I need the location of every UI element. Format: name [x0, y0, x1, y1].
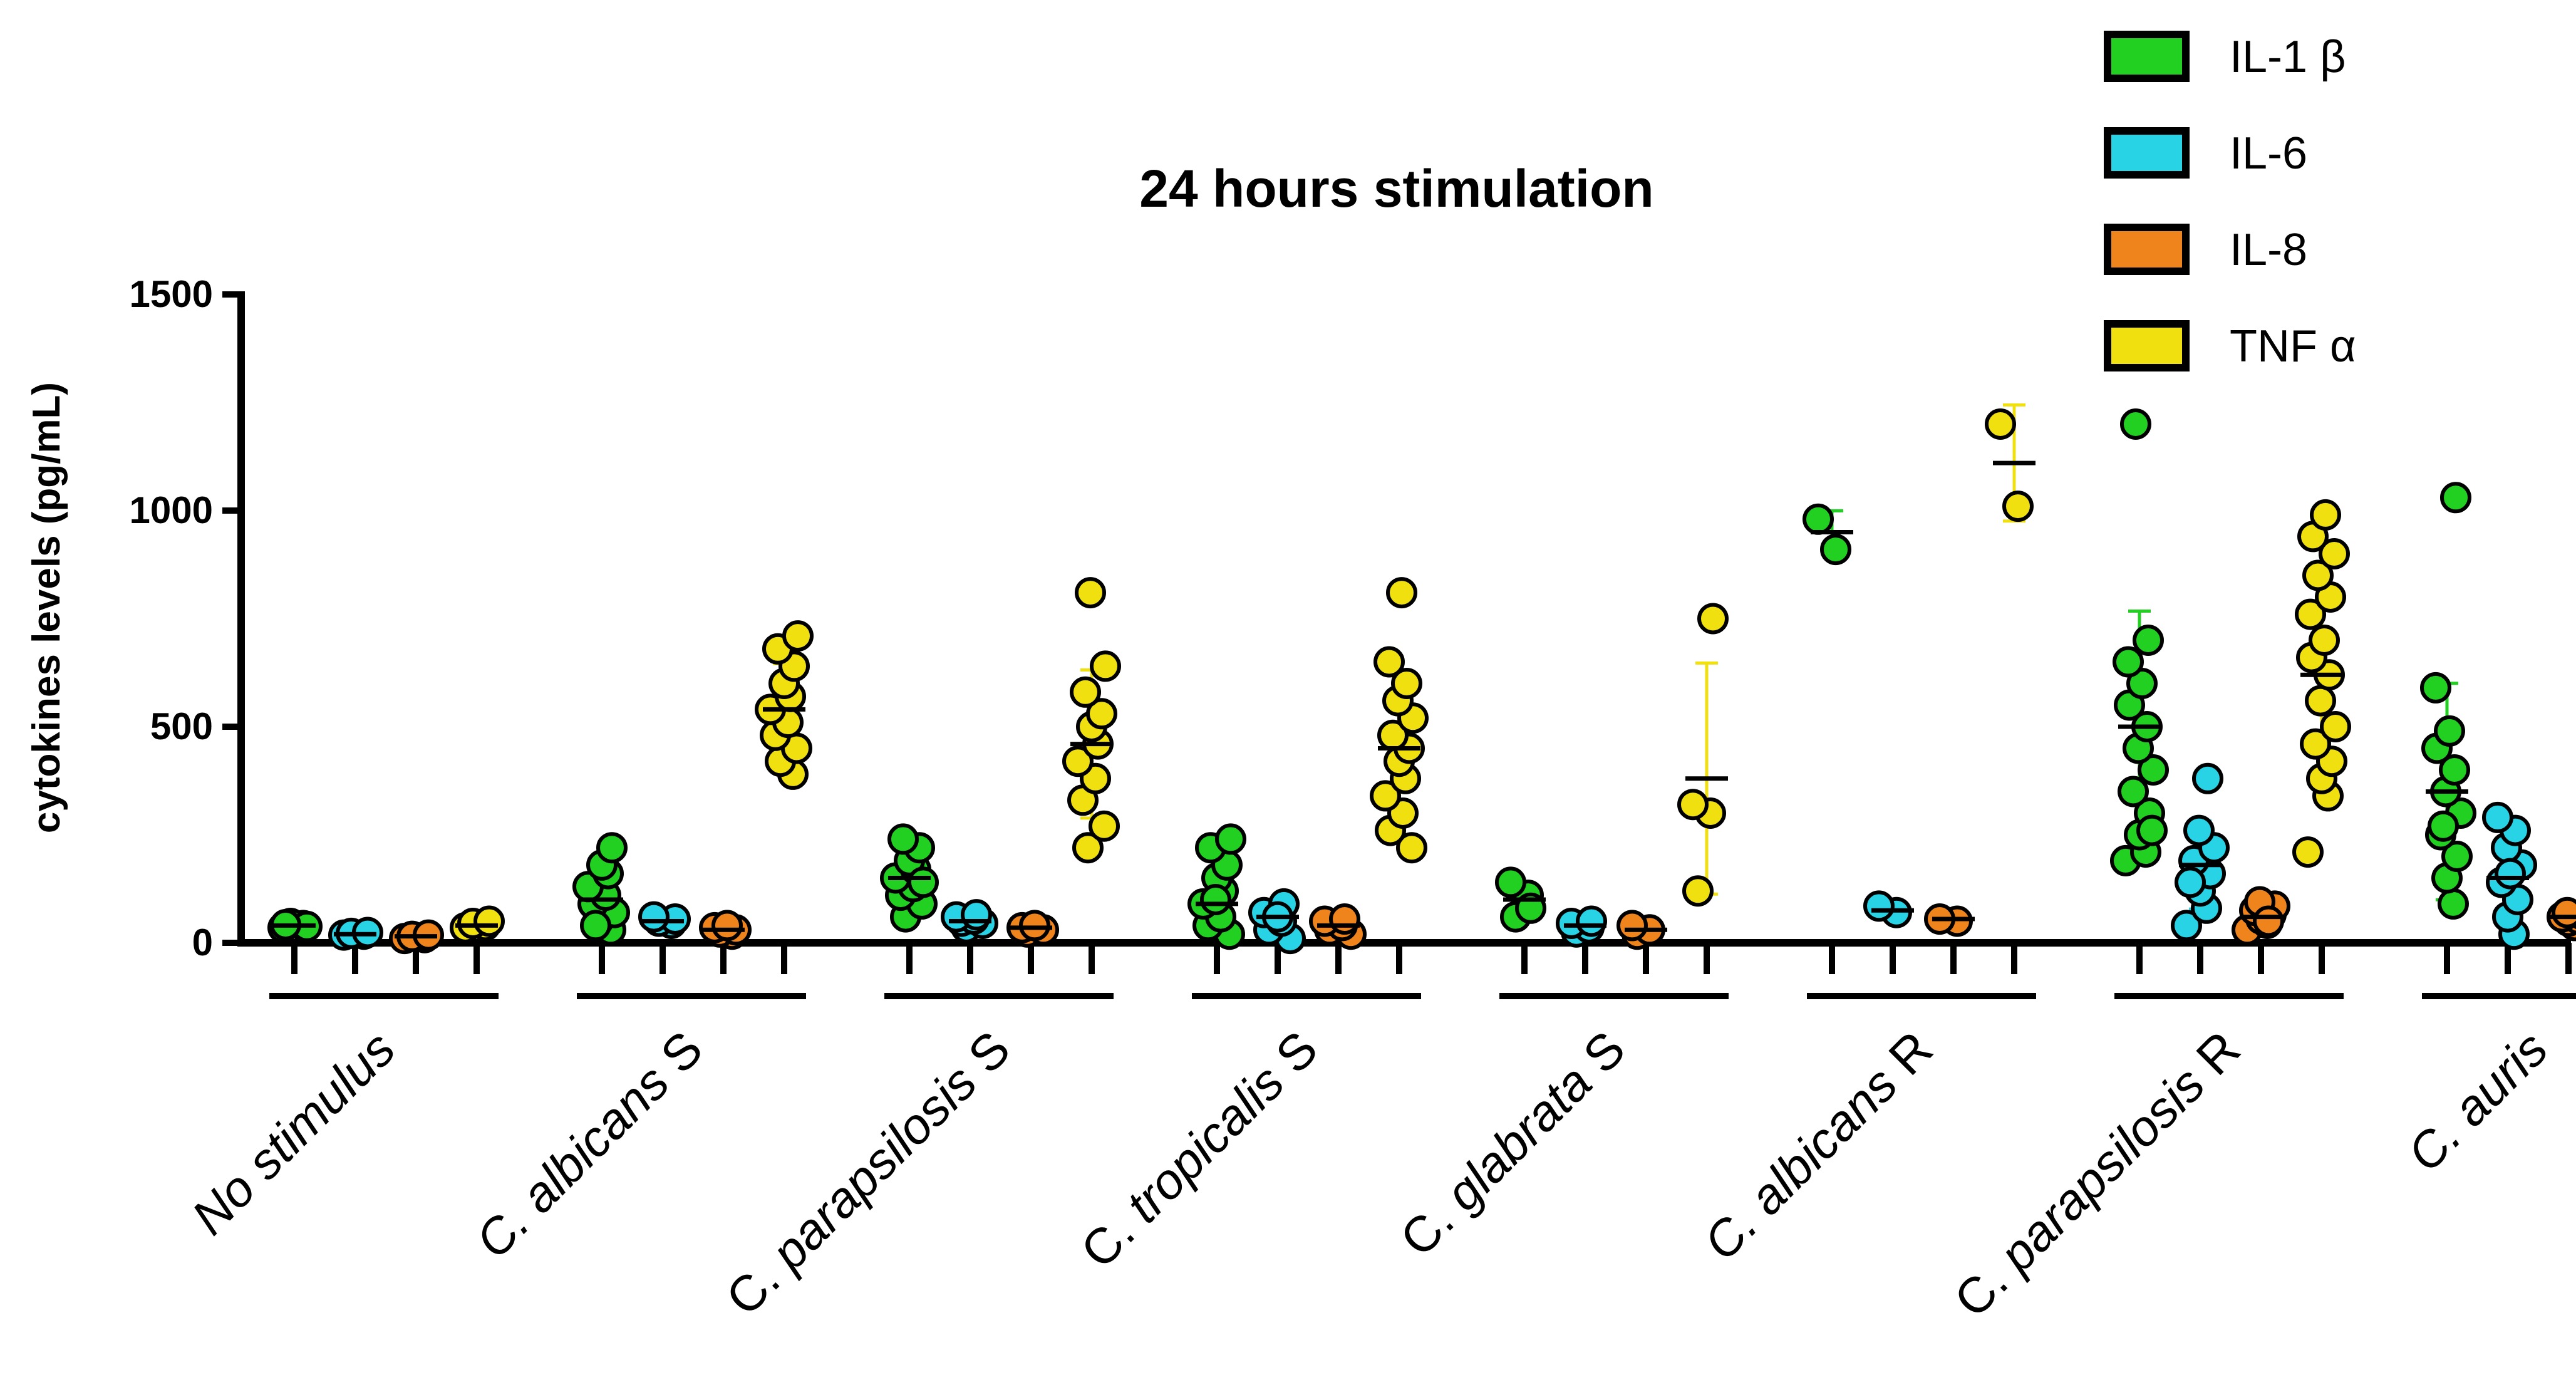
data-point	[1682, 875, 1714, 907]
data-point	[2126, 668, 2158, 699]
data-point	[887, 823, 919, 855]
data-point	[2002, 491, 2034, 522]
data-point	[2302, 559, 2334, 591]
data-point	[1697, 603, 1729, 635]
data-point	[580, 910, 611, 942]
x-category-label: C. albicans R	[1693, 1020, 1943, 1270]
data-point	[908, 866, 939, 898]
data-point	[473, 905, 505, 937]
legend-label: TNF α	[2230, 321, 2356, 371]
data-point	[1985, 408, 2016, 440]
data-point	[2133, 625, 2164, 656]
x-category-label: C. tropicalis S	[1070, 1020, 1328, 1279]
data-point	[2482, 801, 2513, 833]
data-point	[1200, 884, 1231, 915]
legend: IL-1 β IL-6 IL-8 TNF α	[2104, 31, 2356, 371]
data-point	[1086, 698, 1117, 730]
data-point	[638, 901, 670, 933]
data-point	[596, 832, 628, 864]
data-point	[2310, 499, 2341, 531]
y-tick-label: 1500	[130, 273, 213, 315]
data-point	[1070, 676, 1101, 708]
y-tick-label: 500	[150, 705, 213, 747]
legend-label: IL-8	[2230, 225, 2307, 275]
data-point	[1062, 745, 1094, 777]
data-point	[1391, 668, 1422, 699]
data-point	[2292, 836, 2324, 868]
data-point	[2428, 810, 2459, 842]
y-tick-label: 1000	[130, 489, 213, 531]
data-point	[2113, 646, 2144, 678]
x-category-label: C. parapsilosis R	[1943, 1020, 2250, 1327]
data-point	[1616, 910, 1648, 942]
data-point	[1576, 905, 1607, 937]
data-points	[267, 408, 2576, 955]
data-point	[1215, 823, 1246, 855]
data-point	[1075, 577, 1106, 609]
data-point	[2319, 538, 2350, 569]
data-point	[2441, 841, 2473, 872]
data-point	[1677, 789, 1709, 821]
data-point	[2192, 762, 2223, 794]
legend-label: IL-1 β	[2230, 32, 2346, 82]
data-point	[1803, 503, 1834, 535]
x-category-label: No stimulus	[181, 1020, 405, 1245]
data-point	[2253, 905, 2284, 937]
data-point	[1495, 866, 1526, 898]
data-point	[2320, 711, 2351, 742]
data-point	[2138, 754, 2169, 786]
data-point	[1370, 780, 1401, 812]
data-point	[1329, 903, 1360, 935]
error-bars	[283, 403, 2576, 940]
y-axis-label: cytokines levels (pg/mL)	[25, 382, 68, 833]
x-category-label: C. auris	[2397, 1020, 2558, 1182]
data-point	[1386, 577, 1417, 609]
data-point	[2438, 888, 2469, 920]
data-point	[782, 620, 814, 652]
legend-swatch	[2104, 127, 2190, 179]
data-point	[2434, 715, 2465, 747]
data-point	[961, 899, 992, 931]
data-point	[1072, 832, 1104, 864]
legend-label: IL-6	[2230, 128, 2307, 179]
data-point	[2305, 685, 2336, 717]
data-point	[2439, 754, 2470, 786]
data-point	[1396, 832, 1427, 864]
data-point	[2120, 408, 2151, 440]
x-category-labels: No stimulus C. albicans SC. parapsilosis …	[181, 1020, 2558, 1327]
legend-swatch	[2104, 224, 2190, 275]
data-point	[1373, 646, 1405, 678]
data-point	[1863, 890, 1895, 922]
x-category-label: C. parapsilosis S	[715, 1020, 1020, 1326]
data-point	[2300, 728, 2331, 760]
data-point	[2440, 482, 2471, 514]
data-point	[2295, 598, 2326, 630]
x-category-label: C. glabrata S	[1389, 1020, 1635, 1267]
data-point	[2495, 858, 2526, 890]
data-point	[2171, 910, 2202, 942]
data-point	[1089, 810, 1120, 842]
data-point	[2118, 776, 2149, 808]
data-point	[2420, 672, 2451, 704]
data-point	[2309, 625, 2340, 656]
data-point	[2183, 814, 2215, 846]
data-point	[1090, 650, 1121, 682]
legend-swatch	[2104, 320, 2190, 371]
data-point	[711, 910, 743, 942]
y-tick-label: 0	[192, 922, 213, 963]
legend-swatch	[2104, 31, 2190, 82]
x-category-label: C. albicans S	[465, 1020, 713, 1269]
data-point	[2552, 896, 2576, 928]
chart-title: 24 hours stimulation	[1139, 159, 1653, 218]
axes: 0 500 1000 1500	[130, 273, 2576, 999]
data-point	[2175, 866, 2206, 898]
data-point	[2136, 814, 2168, 846]
data-point	[1820, 534, 1851, 566]
